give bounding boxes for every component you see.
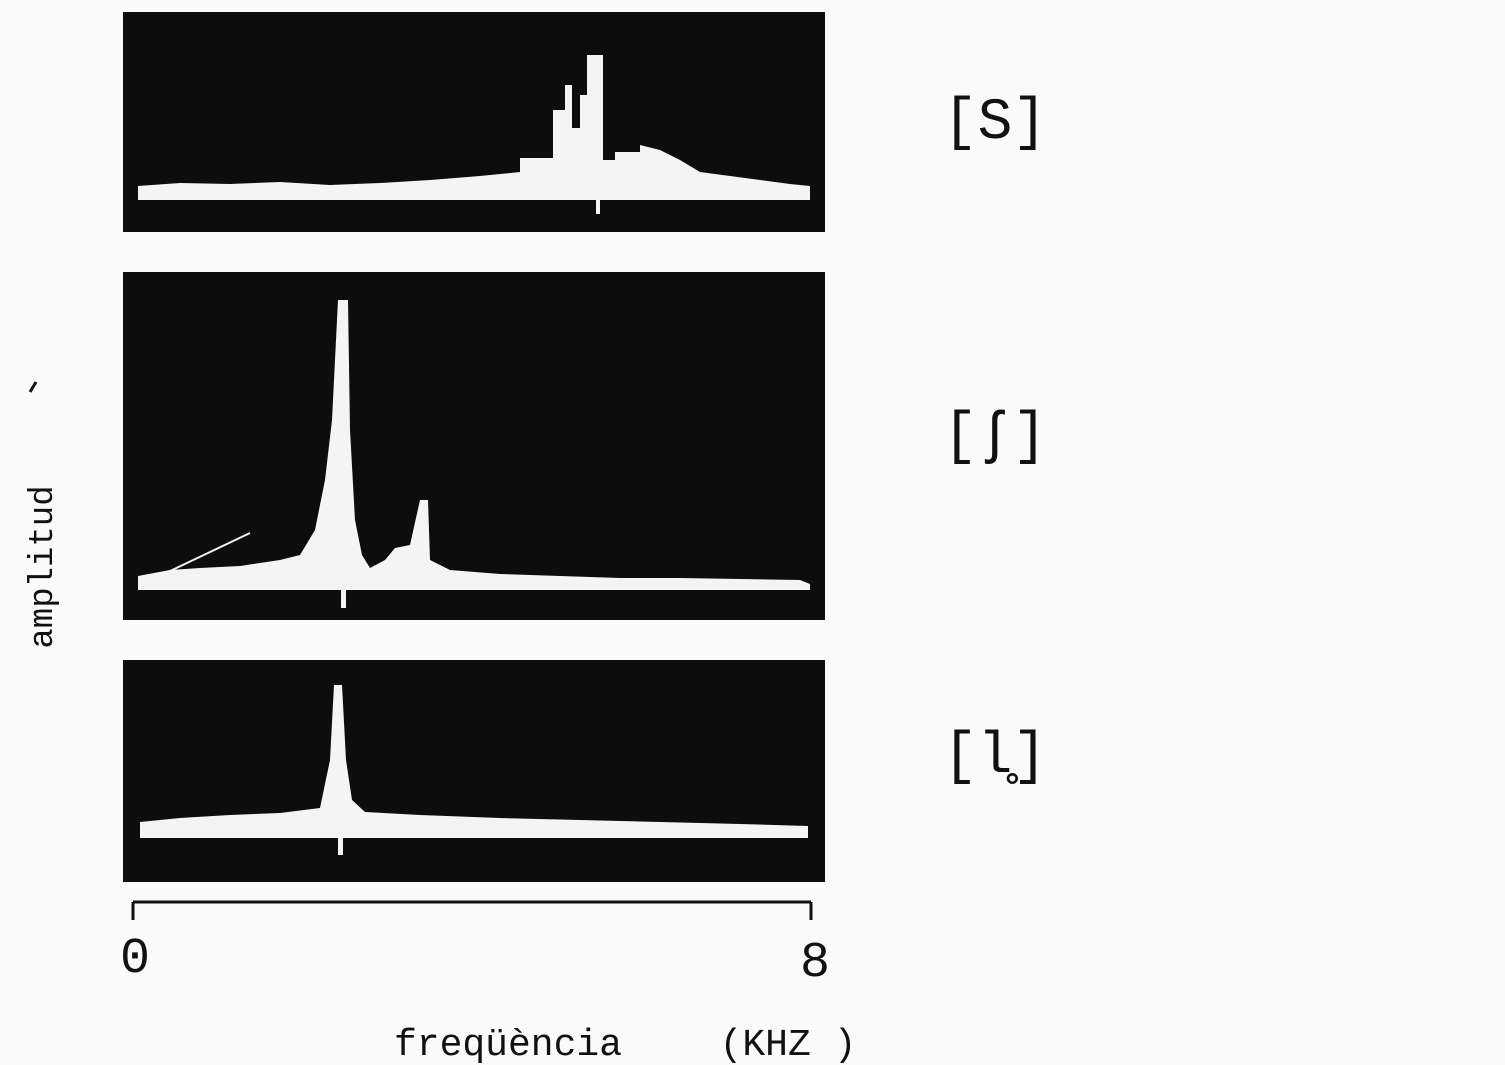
spectrum-trace bbox=[140, 685, 808, 855]
y-axis-label: amplitud bbox=[25, 485, 63, 648]
panel-label: [ʃ] bbox=[943, 405, 1047, 470]
spectrum-panel bbox=[123, 660, 825, 882]
x-axis-unit: (KHZ ) bbox=[720, 1024, 857, 1065]
spectrum-trace bbox=[138, 300, 810, 608]
x-axis bbox=[131, 900, 813, 920]
stray-mark bbox=[167, 532, 251, 573]
x-tick-label: 0 bbox=[120, 931, 150, 988]
spectrum-trace bbox=[138, 55, 810, 214]
panel-label: [l̥] bbox=[943, 725, 1047, 790]
x-axis-label: freqüència bbox=[394, 1024, 622, 1065]
spectrum-panel bbox=[123, 272, 825, 620]
x-tick-label: 8 bbox=[800, 935, 830, 992]
stray-mark bbox=[28, 381, 38, 393]
panel-label: [S] bbox=[943, 91, 1047, 156]
spectrum-panel bbox=[123, 12, 825, 232]
panel-background bbox=[123, 660, 825, 882]
panel-background bbox=[123, 272, 825, 620]
